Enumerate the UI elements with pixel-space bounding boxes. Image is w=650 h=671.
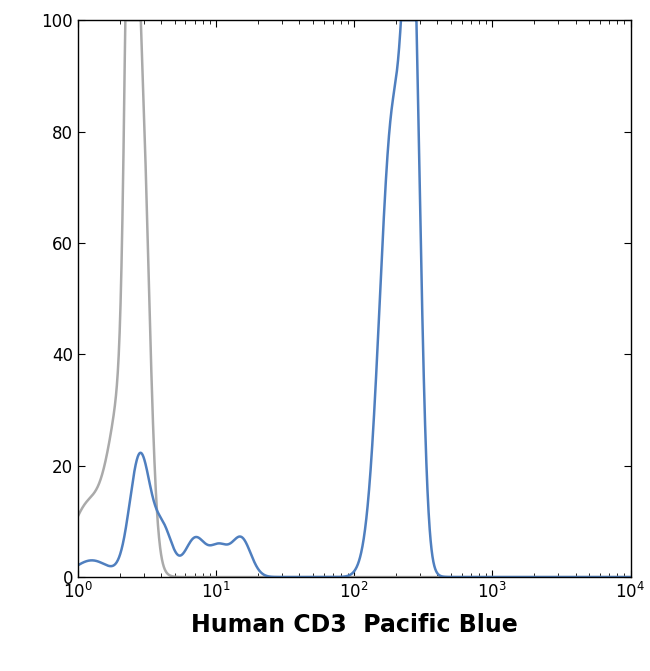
X-axis label: Human CD3  Pacific Blue: Human CD3 Pacific Blue xyxy=(191,613,517,637)
